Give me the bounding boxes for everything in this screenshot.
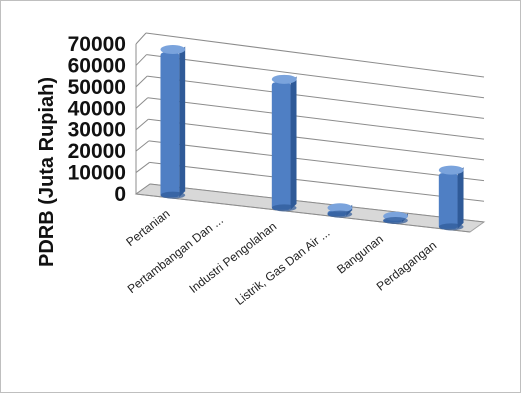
bar-side [179, 46, 186, 198]
bar-base [438, 223, 464, 231]
gridline [148, 118, 485, 161]
y-tick-label: 30000 [68, 119, 126, 142]
gridline [146, 54, 485, 99]
gridline-side [135, 162, 150, 173]
bar [160, 45, 186, 199]
bar-side [457, 167, 464, 229]
y-tick-label: 70000 [68, 33, 126, 56]
gridline-side [135, 97, 149, 109]
bar [383, 211, 408, 224]
bar-side [290, 76, 297, 210]
gridline [147, 75, 485, 119]
bar-front [271, 82, 291, 210]
gridline-side [135, 75, 148, 88]
y-tick-label: 0 [114, 183, 126, 206]
bar [271, 74, 297, 212]
gridline-side [135, 32, 147, 45]
gridline [148, 140, 485, 182]
bar-base [271, 204, 297, 212]
y-tick-label: 20000 [68, 140, 126, 163]
y-tick-label: 60000 [68, 54, 126, 77]
gridline-side [135, 54, 147, 66]
bar-base [327, 210, 353, 218]
bar-top [327, 203, 353, 213]
y-axis-label: PDRB (Juta Rupiah) [36, 77, 58, 267]
bar-top [271, 74, 297, 84]
bar [438, 165, 464, 231]
bar-base [383, 217, 408, 224]
x-axis-line [135, 193, 471, 233]
y-tick-label: 50000 [68, 76, 126, 99]
bar-top [160, 45, 186, 55]
y-tick-label: 40000 [68, 97, 126, 120]
bar-front [438, 173, 458, 229]
gridline [149, 161, 485, 202]
gridline [145, 32, 485, 78]
gridline-side [135, 118, 149, 131]
gridlines [135, 32, 485, 223]
bar [327, 203, 353, 218]
gridline-side [135, 140, 150, 152]
bars [160, 45, 464, 231]
gridline [147, 97, 485, 140]
bar-front [160, 52, 180, 198]
bar-top [438, 165, 464, 175]
bar-base [160, 191, 186, 199]
y-tick-label: 10000 [68, 162, 126, 185]
